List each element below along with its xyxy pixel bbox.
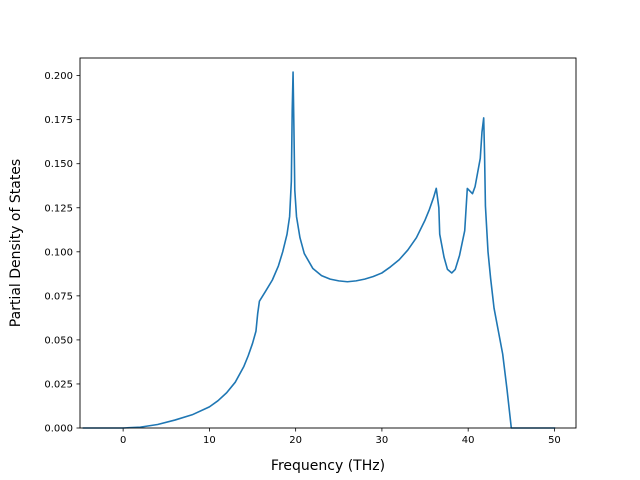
- y-tick-label: 0.075: [44, 291, 73, 302]
- pdos-series-line: [82, 71, 556, 429]
- y-tick-label: 0.150: [44, 159, 73, 170]
- x-tick-label: 0: [120, 435, 126, 446]
- x-tick-label: 10: [203, 435, 216, 446]
- x-tick-label: 20: [289, 435, 302, 446]
- x-axis-label: Frequency (THz): [271, 458, 385, 474]
- x-tick-label: 30: [376, 435, 389, 446]
- y-tick-label: 0.050: [44, 335, 73, 346]
- y-tick-label: 0.125: [44, 203, 73, 214]
- y-tick-label: 0.200: [44, 71, 73, 82]
- y-tick-label: 0.100: [44, 247, 73, 258]
- axis-ticks: 0 10 20 30 40 50 0.000 0.025 0.050 0.075 0.100 0.12…: [44, 71, 560, 446]
- plot-area-frame: [79, 57, 577, 429]
- x-tick-label: 50: [548, 435, 561, 446]
- y-tick-label: 0.025: [44, 379, 73, 390]
- y-tick-label: 0.000: [44, 424, 73, 435]
- y-axis-label: Partial Density of States: [8, 159, 24, 327]
- y-tick-label: 0.175: [44, 115, 73, 126]
- x-tick-label: 40: [462, 435, 475, 446]
